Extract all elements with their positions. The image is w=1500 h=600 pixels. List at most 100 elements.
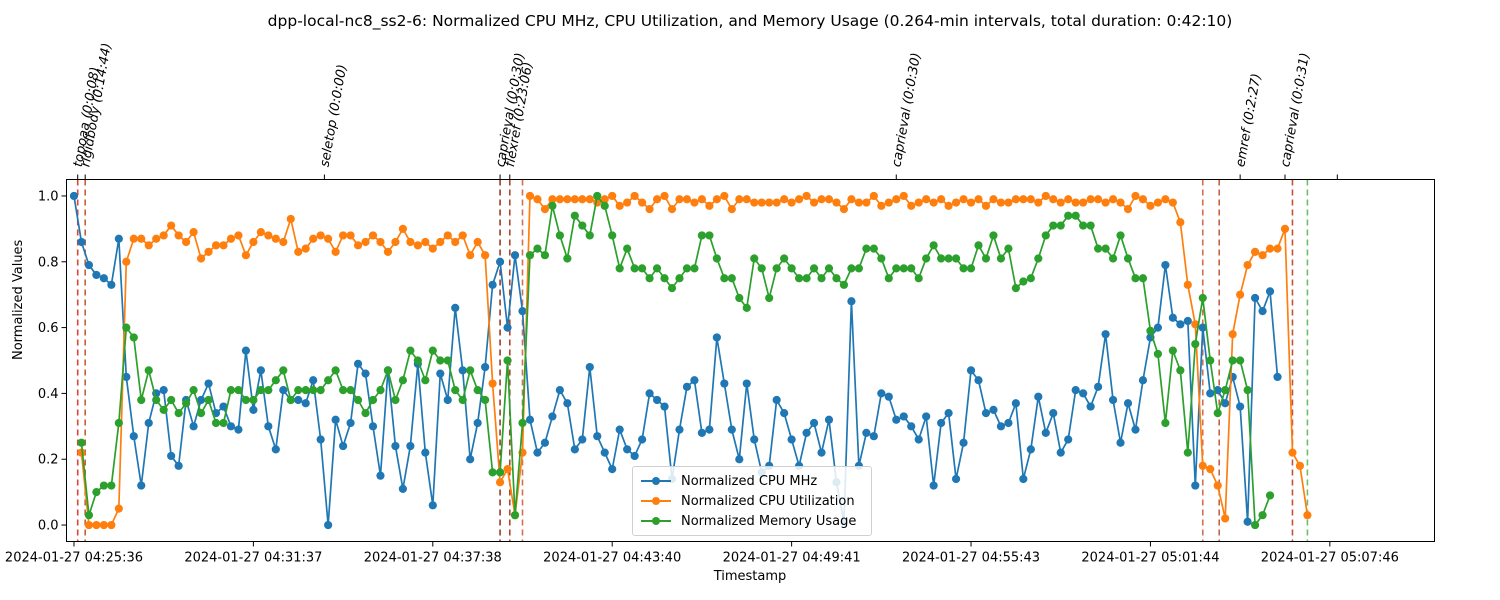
x-tick-label: 2024-01-27 05:01:44 — [1081, 551, 1219, 566]
data-point — [989, 231, 998, 240]
data-point — [929, 241, 938, 250]
data-point — [877, 389, 886, 398]
data-point — [1206, 465, 1215, 474]
data-point — [316, 386, 325, 395]
data-point — [981, 409, 991, 418]
data-point — [1079, 389, 1088, 398]
data-point — [959, 195, 968, 204]
data-point — [503, 465, 512, 474]
x-tick-label: 2024-01-27 04:43:40 — [543, 551, 681, 566]
data-point — [787, 435, 796, 444]
data-point — [667, 284, 677, 293]
data-point — [241, 346, 251, 355]
data-point — [488, 468, 497, 477]
data-point — [428, 244, 437, 253]
data-point — [570, 445, 579, 454]
data-point — [1108, 395, 1118, 405]
data-point — [548, 201, 557, 210]
data-point — [114, 234, 123, 243]
data-point — [234, 425, 243, 434]
data-point — [1071, 211, 1080, 220]
data-point — [548, 195, 557, 204]
data-point — [570, 211, 579, 220]
data-point — [309, 234, 318, 243]
data-point — [735, 455, 744, 464]
data-point — [256, 386, 265, 395]
data-point — [533, 448, 542, 457]
data-point — [907, 264, 916, 273]
data-point — [1108, 195, 1118, 204]
data-point — [585, 195, 594, 204]
data-point — [675, 195, 684, 204]
data-point — [615, 425, 624, 434]
data-point — [1183, 448, 1192, 457]
data-point — [1168, 198, 1177, 207]
data-point — [518, 307, 527, 316]
data-point — [391, 395, 400, 405]
data-point — [690, 376, 699, 385]
data-point — [391, 237, 400, 247]
data-point — [697, 195, 707, 204]
data-point — [1019, 277, 1028, 286]
data-point — [413, 356, 422, 365]
data-point — [772, 198, 781, 207]
legend-label-cpu-utilization: Normalized CPU Utilization — [681, 493, 855, 509]
data-point — [1153, 323, 1163, 332]
data-point — [585, 362, 594, 372]
data-point — [324, 376, 333, 385]
data-point — [802, 428, 811, 437]
data-point — [510, 511, 520, 520]
data-point — [271, 376, 280, 385]
series-1 — [77, 191, 1312, 530]
series-layer — [69, 191, 1312, 530]
data-point — [1138, 195, 1148, 204]
data-point — [1168, 313, 1177, 322]
data-point — [750, 254, 759, 263]
data-point — [473, 237, 482, 247]
data-point — [413, 241, 422, 250]
data-point — [585, 231, 594, 240]
data-point — [623, 445, 632, 454]
data-point — [884, 274, 893, 283]
data-point — [451, 386, 460, 395]
data-point — [563, 195, 572, 204]
data-point — [705, 425, 714, 434]
data-point — [1168, 346, 1177, 355]
data-point — [1250, 247, 1260, 256]
data-point — [451, 237, 460, 247]
legend-item-cpu-mhz: Normalized CPU MHz — [641, 471, 817, 491]
data-point — [129, 333, 138, 342]
data-point — [107, 280, 116, 289]
data-point — [907, 422, 916, 431]
x-tick-label: 2024-01-27 04:55:43 — [902, 551, 1040, 566]
data-point — [264, 422, 273, 431]
data-point — [705, 201, 714, 210]
data-point — [623, 198, 632, 207]
data-point — [279, 237, 288, 247]
data-point — [1265, 491, 1275, 500]
data-point — [824, 415, 834, 424]
data-point — [1138, 274, 1148, 283]
data-point — [922, 254, 931, 263]
data-point — [361, 409, 370, 418]
data-point — [862, 428, 871, 437]
legend-label-memory-usage: Normalized Memory Usage — [681, 513, 857, 529]
data-point — [727, 274, 736, 283]
data-point — [697, 231, 707, 240]
data-point — [944, 201, 953, 210]
data-point — [817, 274, 826, 283]
data-point — [152, 395, 161, 405]
data-point — [1079, 198, 1088, 207]
data-point — [1094, 382, 1103, 391]
data-point — [1273, 372, 1282, 382]
data-point — [346, 418, 355, 428]
data-point — [107, 481, 116, 490]
data-point — [279, 386, 288, 395]
data-point — [249, 405, 258, 414]
data-point — [1221, 399, 1230, 408]
annotation-labels: topoaa (0:0:08)rigidbody (0:14:44) seleto… — [71, 42, 1338, 180]
data-point — [309, 386, 318, 395]
data-point — [780, 409, 789, 418]
data-point — [1108, 254, 1118, 263]
data-point — [742, 303, 751, 312]
